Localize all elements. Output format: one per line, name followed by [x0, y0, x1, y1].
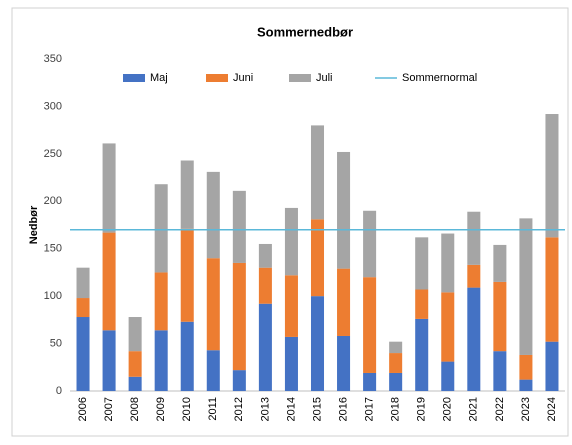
bar-segment — [493, 244, 507, 282]
x-tick-label: 2011 — [207, 397, 219, 421]
bar-segment — [76, 298, 90, 318]
y-tick-label: 300 — [44, 100, 62, 112]
bar-segment — [519, 354, 533, 380]
x-tick-label: 2019 — [416, 397, 428, 421]
y-tick-label: 200 — [44, 195, 62, 207]
y-tick-label: 100 — [44, 290, 62, 302]
bar-segment — [232, 370, 246, 391]
y-axis-label: Nedbør — [28, 205, 40, 244]
bar-segment — [519, 379, 533, 391]
bar-segment — [467, 211, 481, 265]
bar-segment — [310, 125, 325, 220]
x-tick-label: 2007 — [103, 397, 115, 421]
bar-segment — [545, 114, 559, 238]
bar-segment — [128, 351, 142, 377]
bar-segment — [310, 296, 325, 391]
bar-segment — [415, 289, 429, 319]
x-tick-label: 2024 — [546, 397, 558, 421]
bar-segment — [284, 207, 298, 276]
x-tick-label: 2018 — [390, 397, 402, 421]
bar-segment — [206, 258, 220, 351]
bar-segment — [389, 372, 403, 391]
bar-segment — [154, 330, 168, 391]
legend-label: Juni — [233, 72, 253, 84]
bar-segment — [337, 151, 351, 269]
bar-segment — [441, 233, 455, 293]
bar-segment — [128, 376, 142, 391]
bar-segment — [337, 268, 351, 336]
bar-segment — [102, 143, 116, 233]
y-tick-label: 50 — [50, 337, 62, 349]
legend-swatch — [206, 74, 228, 82]
x-tick-label: 2013 — [259, 397, 271, 421]
chart-title: Sommernedbør — [257, 24, 353, 39]
bar-segment — [337, 335, 351, 391]
bar-segment — [363, 277, 377, 373]
bar-segment — [493, 351, 507, 391]
bar-segment — [441, 292, 455, 362]
bar-segment — [258, 243, 272, 268]
y-tick-label: 250 — [44, 148, 62, 160]
y-tick-label: 0 — [56, 385, 62, 397]
bar-segment — [180, 321, 194, 391]
bar-segment — [493, 281, 507, 352]
bar-segment — [258, 267, 272, 304]
bar-segment — [154, 272, 168, 331]
x-tick-label: 2023 — [520, 397, 532, 421]
x-tick-label: 2017 — [364, 397, 376, 421]
bar-segment — [128, 317, 142, 352]
x-tick-label: 2008 — [129, 397, 141, 421]
bar-segment — [545, 341, 559, 391]
x-tick-label: 2012 — [233, 397, 245, 421]
y-tick-label: 350 — [44, 53, 62, 65]
bar-segment — [232, 190, 246, 263]
legend-swatch — [289, 74, 311, 82]
bar-segment — [102, 330, 116, 391]
bar-segment — [76, 267, 90, 299]
bar-segment — [519, 218, 533, 355]
x-tick-label: 2020 — [442, 397, 454, 421]
bar-segment — [467, 264, 481, 288]
bar-segment — [467, 287, 481, 391]
x-tick-label: 2009 — [155, 397, 167, 421]
x-tick-label: 2022 — [494, 397, 506, 421]
bar-segment — [284, 336, 298, 391]
legend-swatch — [123, 74, 145, 82]
bar-segment — [284, 275, 298, 337]
bar-segment — [102, 232, 116, 331]
x-tick-label: 2021 — [468, 397, 480, 421]
bar-segment — [545, 237, 559, 342]
bar-segment — [180, 160, 194, 229]
legend-label: Sommernormal — [402, 72, 477, 84]
bar-segment — [154, 184, 168, 273]
bar-segment — [180, 228, 194, 322]
x-tick-label: 2015 — [311, 397, 323, 421]
bar-segment — [389, 341, 403, 354]
bar-segment — [415, 237, 429, 290]
bar-segment — [258, 303, 272, 391]
x-tick-label: 2014 — [285, 397, 297, 421]
bar-segment — [76, 317, 90, 391]
bar-segment — [206, 171, 220, 259]
bar-segment — [206, 350, 220, 391]
bar-segment — [310, 219, 325, 297]
x-tick-label: 2006 — [77, 397, 89, 421]
bar-segment — [363, 372, 377, 391]
bar-segment — [441, 361, 455, 391]
legend-label: Juli — [316, 72, 333, 84]
x-tick-label: 2016 — [337, 397, 349, 421]
y-tick-label: 150 — [44, 243, 62, 255]
bar-segment — [415, 318, 429, 391]
bar-segment — [389, 353, 403, 373]
legend-label: Maj — [150, 72, 168, 84]
x-tick-label: 2010 — [181, 397, 193, 421]
bar-segment — [363, 210, 377, 278]
bar-segment — [232, 262, 246, 371]
